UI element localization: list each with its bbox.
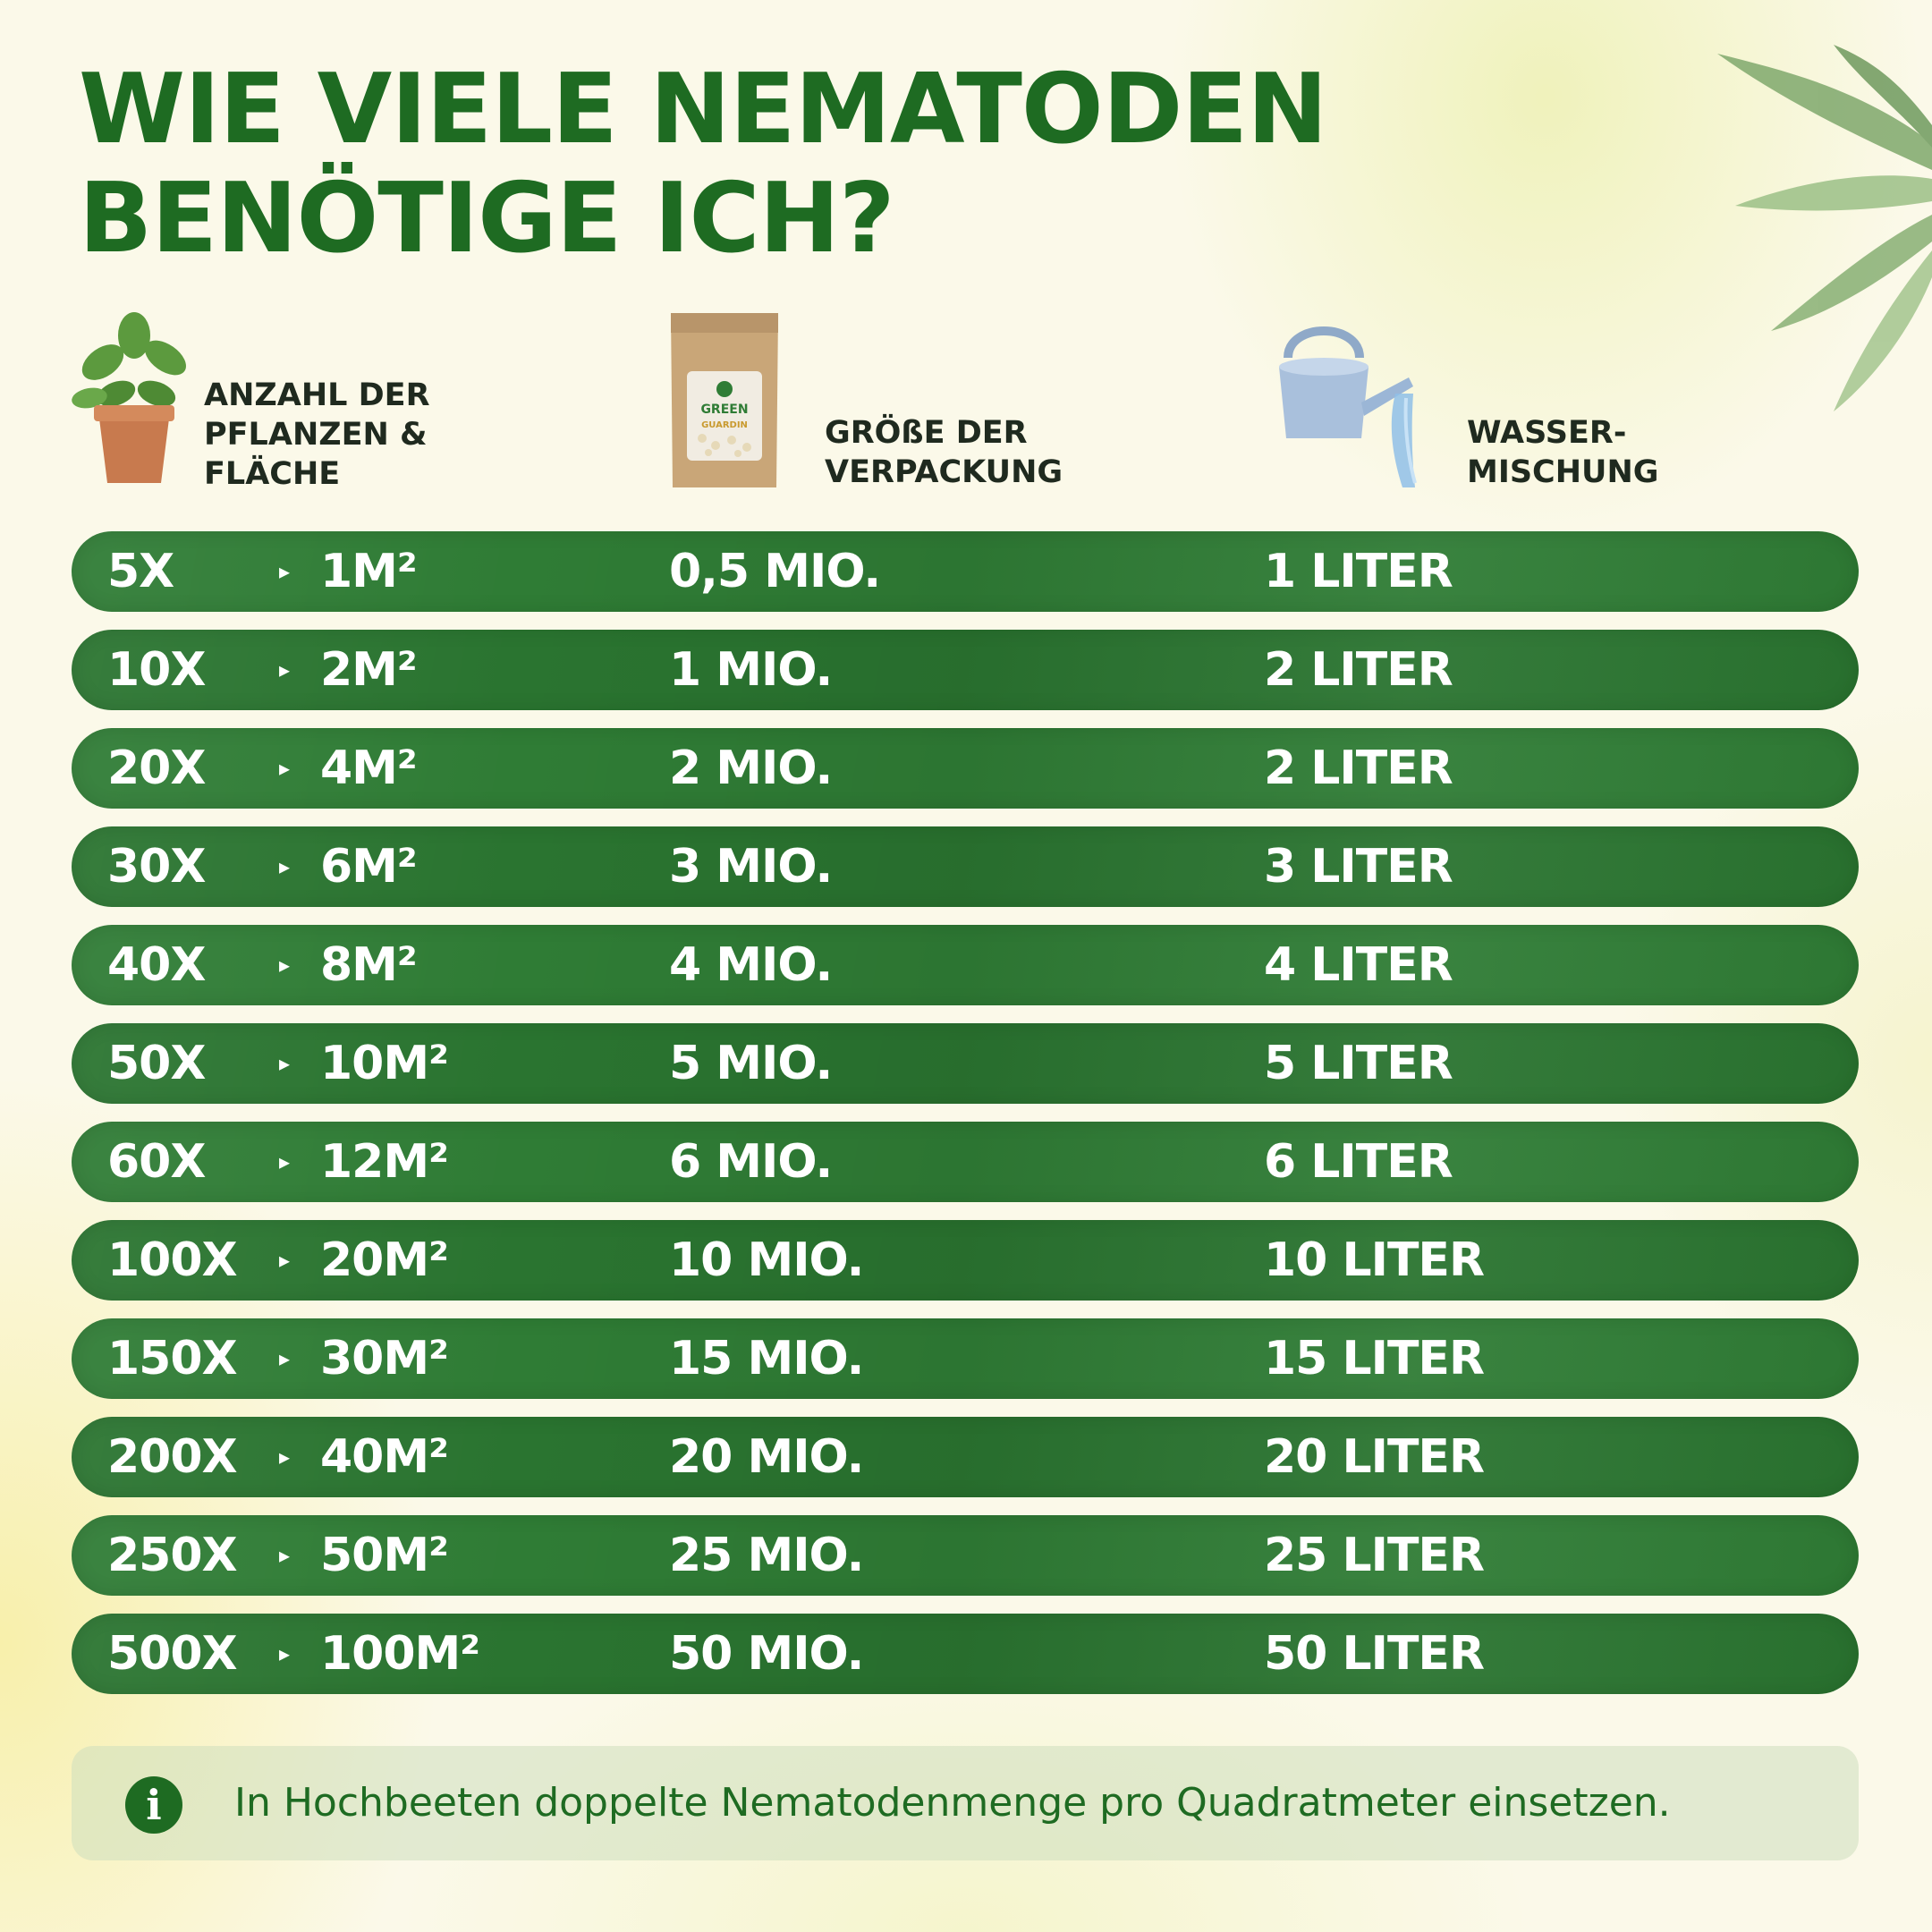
package-size: 50 MIO. xyxy=(669,1627,864,1681)
potted-plant-icon xyxy=(72,312,186,483)
water-amount: 15 LITER xyxy=(1264,1332,1485,1385)
water-amount: 1 LITER xyxy=(1264,545,1453,598)
plant-count: 150X xyxy=(107,1332,238,1385)
area-value: 10M² xyxy=(320,1037,449,1090)
header-package-line-1: GRÖßE DER xyxy=(825,415,1028,451)
header-plants-area: ANZAHL DER PFLANZEN & FLÄCHE xyxy=(204,376,430,494)
table-row: 500X ▸ 100M² 50 MIO. 50 LITER xyxy=(72,1614,1859,1694)
water-amount: 4 LITER xyxy=(1264,938,1453,992)
water-amount: 25 LITER xyxy=(1264,1529,1485,1582)
area-value: 12M² xyxy=(320,1135,449,1189)
package-size: 15 MIO. xyxy=(669,1332,864,1385)
arrow-icon: ▸ xyxy=(279,559,290,584)
header-plants-line-3: FLÄCHE xyxy=(204,456,341,492)
arrow-icon: ▸ xyxy=(279,953,290,978)
info-text: In Hochbeeten doppelte Nematodenmenge pr… xyxy=(234,1780,1671,1826)
table-row: 50X ▸ 10M² 5 MIO. 5 LITER xyxy=(72,1023,1859,1104)
area-value: 40M² xyxy=(320,1430,449,1484)
package-size: 3 MIO. xyxy=(669,840,833,894)
water-amount: 50 LITER xyxy=(1264,1627,1485,1681)
table-row: 60X ▸ 12M² 6 MIO. 6 LITER xyxy=(72,1122,1859,1202)
area-value: 1M² xyxy=(320,545,418,598)
plant-count: 5X xyxy=(107,545,174,598)
header-water-line-2: MISCHUNG xyxy=(1467,454,1659,490)
plant-count: 60X xyxy=(107,1135,206,1189)
table-row: 200X ▸ 40M² 20 MIO. 20 LITER xyxy=(72,1417,1859,1497)
package-size: 5 MIO. xyxy=(669,1037,833,1090)
plant-count: 250X xyxy=(107,1529,238,1582)
header-package-line-2: VERPACKUNG xyxy=(825,454,1063,490)
arrow-icon: ▸ xyxy=(279,657,290,682)
area-value: 2M² xyxy=(320,643,418,697)
leaves-decoration xyxy=(1717,45,1932,411)
arrow-icon: ▸ xyxy=(279,1248,290,1273)
plant-count: 50X xyxy=(107,1037,206,1090)
table-row: 5X ▸ 1M² 0,5 MIO. 1 LITER xyxy=(72,531,1859,612)
area-value: 6M² xyxy=(320,840,418,894)
package-size: 6 MIO. xyxy=(669,1135,833,1189)
arrow-icon: ▸ xyxy=(279,1445,290,1470)
plant-count: 20X xyxy=(107,741,206,795)
area-value: 100M² xyxy=(320,1627,480,1681)
plant-count: 30X xyxy=(107,840,206,894)
header-water-mixture: WASSER- MISCHUNG xyxy=(1467,413,1658,492)
package-bag-icon: GREEN GUARDIN xyxy=(671,313,778,487)
page-title: WIE VIELE NEMATODEN BENÖTIGE ICH? xyxy=(79,54,1328,275)
plant-count: 10X xyxy=(107,643,206,697)
bag-brand-line-1: GREEN xyxy=(700,402,748,417)
header-plants-line-1: ANZAHL DER xyxy=(204,377,430,413)
table-row: 150X ▸ 30M² 15 MIO. 15 LITER xyxy=(72,1318,1859,1399)
package-size: 4 MIO. xyxy=(669,938,833,992)
water-amount: 2 LITER xyxy=(1264,741,1453,795)
bag-brand-line-2: GUARDIN xyxy=(701,420,748,430)
title-line-1: WIE VIELE NEMATODEN xyxy=(79,54,1328,165)
arrow-icon: ▸ xyxy=(279,1641,290,1666)
info-note: i In Hochbeeten doppelte Nematodenmenge … xyxy=(72,1746,1859,1860)
arrow-icon: ▸ xyxy=(279,756,290,781)
arrow-icon: ▸ xyxy=(279,1149,290,1174)
area-value: 50M² xyxy=(320,1529,449,1582)
plant-count: 40X xyxy=(107,938,206,992)
water-amount: 2 LITER xyxy=(1264,643,1453,697)
water-amount: 6 LITER xyxy=(1264,1135,1453,1189)
header-package-size: GRÖßE DER VERPACKUNG xyxy=(825,413,1063,492)
water-amount: 20 LITER xyxy=(1264,1430,1485,1484)
header-plants-line-2: PFLANZEN & xyxy=(204,417,428,453)
table-row: 40X ▸ 8M² 4 MIO. 4 LITER xyxy=(72,925,1859,1005)
title-line-2: BENÖTIGE ICH? xyxy=(79,163,895,275)
watering-can-icon xyxy=(1279,326,1417,487)
header-water-line-1: WASSER- xyxy=(1467,415,1627,451)
package-size: 25 MIO. xyxy=(669,1529,864,1582)
package-size: 1 MIO. xyxy=(669,643,833,697)
arrow-icon: ▸ xyxy=(279,1543,290,1568)
plant-count: 500X xyxy=(107,1627,238,1681)
arrow-icon: ▸ xyxy=(279,1346,290,1371)
info-icon: i xyxy=(125,1776,182,1834)
water-amount: 10 LITER xyxy=(1264,1233,1485,1287)
table-row: 10X ▸ 2M² 1 MIO. 2 LITER xyxy=(72,630,1859,710)
area-value: 4M² xyxy=(320,741,418,795)
package-size: 20 MIO. xyxy=(669,1430,864,1484)
area-value: 20M² xyxy=(320,1233,449,1287)
water-amount: 3 LITER xyxy=(1264,840,1453,894)
water-amount: 5 LITER xyxy=(1264,1037,1453,1090)
area-value: 8M² xyxy=(320,938,418,992)
arrow-icon: ▸ xyxy=(279,1051,290,1076)
plant-count: 200X xyxy=(107,1430,238,1484)
dosage-table: 5X ▸ 1M² 0,5 MIO. 1 LITER 10X ▸ 2M² 1 MI… xyxy=(72,531,1859,1712)
package-size: 0,5 MIO. xyxy=(669,545,881,598)
arrow-icon: ▸ xyxy=(279,854,290,879)
table-row: 100X ▸ 20M² 10 MIO. 10 LITER xyxy=(72,1220,1859,1301)
table-row: 20X ▸ 4M² 2 MIO. 2 LITER xyxy=(72,728,1859,809)
area-value: 30M² xyxy=(320,1332,449,1385)
table-row: 250X ▸ 50M² 25 MIO. 25 LITER xyxy=(72,1515,1859,1596)
package-size: 2 MIO. xyxy=(669,741,833,795)
plant-count: 100X xyxy=(107,1233,238,1287)
table-row: 30X ▸ 6M² 3 MIO. 3 LITER xyxy=(72,826,1859,907)
package-size: 10 MIO. xyxy=(669,1233,864,1287)
